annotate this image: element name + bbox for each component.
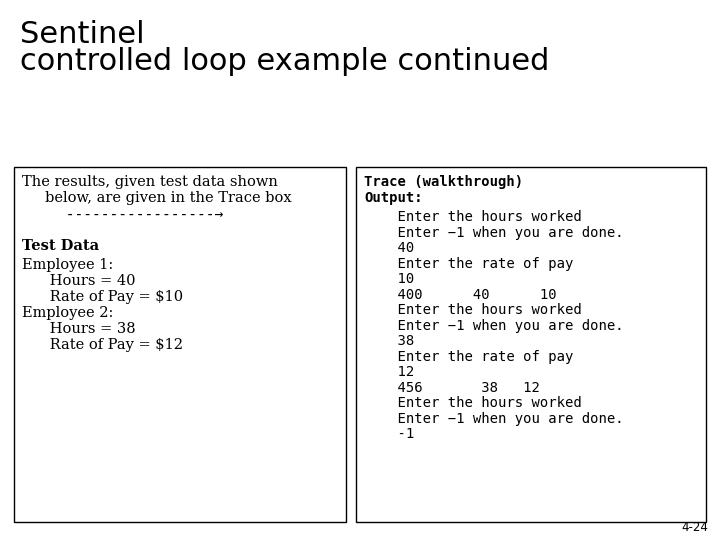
Text: Enter −1 when you are done.: Enter −1 when you are done. [364, 319, 624, 333]
Text: Enter the hours worked: Enter the hours worked [364, 303, 582, 317]
Text: controlled loop example continued: controlled loop example continued [20, 47, 549, 76]
Text: Enter the rate of pay: Enter the rate of pay [364, 350, 573, 364]
Text: Trace (walkthrough): Trace (walkthrough) [364, 175, 523, 189]
Text: Employee 1:: Employee 1: [22, 258, 113, 272]
Text: 4-24: 4-24 [681, 521, 708, 534]
Text: 12: 12 [364, 365, 414, 379]
Text: -----------------→: -----------------→ [22, 207, 223, 222]
Text: 40: 40 [364, 241, 414, 255]
Bar [356, 167, 706, 522]
Text: Enter the hours worked: Enter the hours worked [364, 396, 582, 410]
Text: Enter the rate of pay: Enter the rate of pay [364, 256, 573, 271]
Text: 400      40      10: 400 40 10 [364, 288, 557, 302]
Text: Enter the hours worked: Enter the hours worked [364, 210, 582, 224]
Text: 38: 38 [364, 334, 414, 348]
Text: Rate of Pay = $12: Rate of Pay = $12 [22, 338, 183, 352]
Text: Employee 2:: Employee 2: [22, 306, 113, 320]
Text: 456       38   12: 456 38 12 [364, 381, 540, 395]
Text: Enter −1 when you are done.: Enter −1 when you are done. [364, 411, 624, 426]
Text: The results, given test data shown: The results, given test data shown [22, 175, 278, 189]
Text: 10: 10 [364, 272, 414, 286]
Text: below, are given in the Trace box: below, are given in the Trace box [22, 191, 292, 205]
Text: Rate of Pay = $10: Rate of Pay = $10 [22, 290, 183, 304]
Bar [14, 167, 346, 522]
Text: Output:: Output: [364, 191, 423, 205]
Text: Hours = 40: Hours = 40 [22, 274, 135, 288]
Text: Sentinel: Sentinel [20, 20, 145, 49]
Text: Test Data: Test Data [22, 239, 99, 253]
Text: Enter −1 when you are done.: Enter −1 when you are done. [364, 226, 624, 240]
Text: Hours = 38: Hours = 38 [22, 322, 135, 336]
Text: -1: -1 [364, 427, 414, 441]
